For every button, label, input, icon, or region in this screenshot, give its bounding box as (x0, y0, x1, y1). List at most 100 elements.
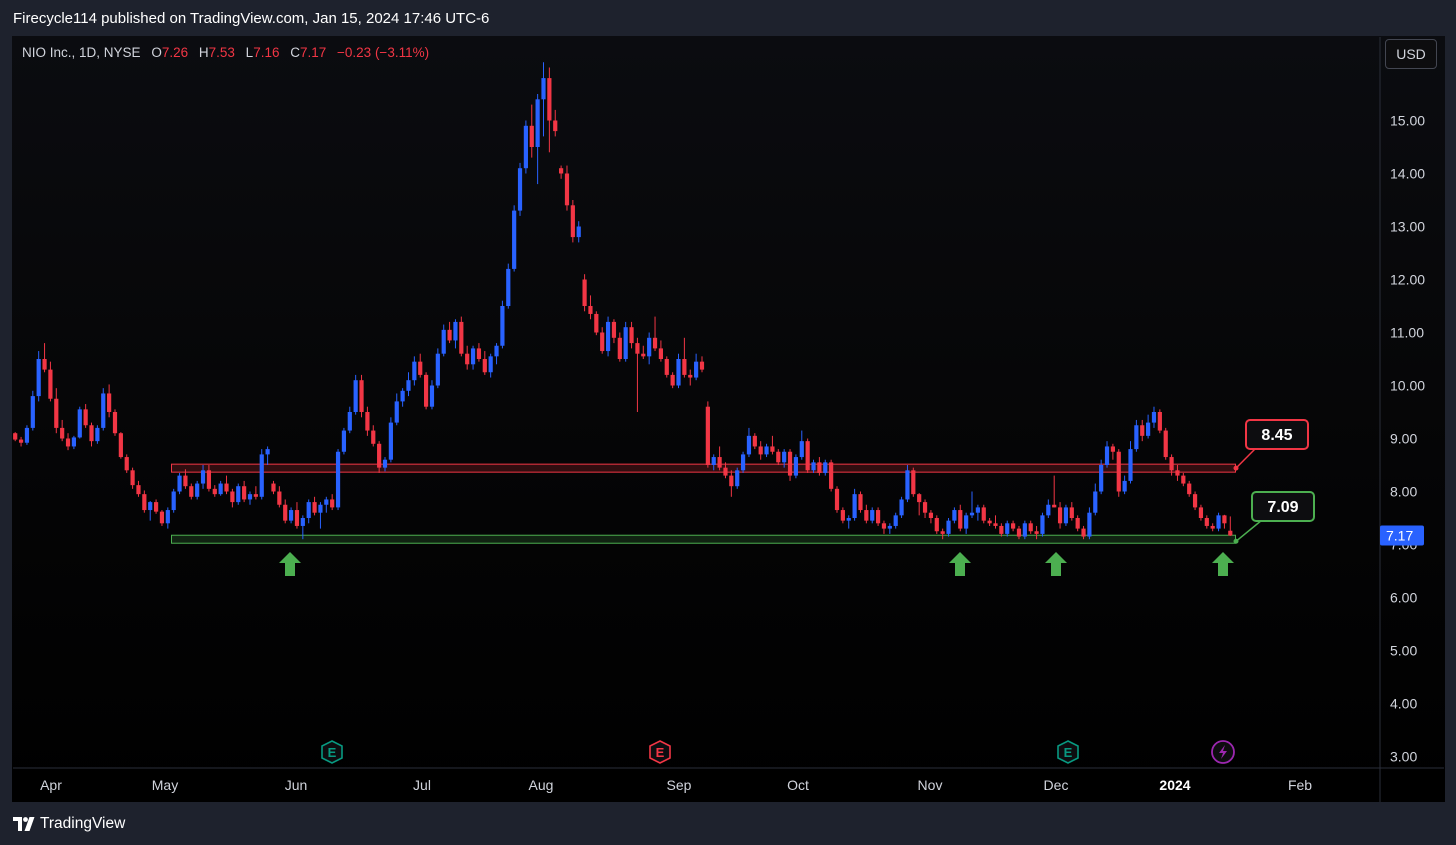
candle-body (1005, 523, 1010, 534)
candle-body (799, 441, 804, 458)
resistance-zone[interactable] (171, 463, 1236, 473)
price-axis-label: 5.00 (1390, 643, 1417, 659)
candle-body (917, 494, 922, 503)
legend-low-label: L (245, 45, 254, 60)
legend-high-label: H (198, 45, 209, 60)
lightning-icon (1219, 745, 1227, 759)
candle-body (1228, 530, 1233, 536)
candle-body (1151, 412, 1157, 423)
time-axis-label: Sep (667, 777, 692, 793)
candle-body (60, 427, 65, 439)
candle-body (588, 306, 593, 314)
candle-body (54, 398, 59, 428)
earnings-marker-icon[interactable] (1057, 740, 1079, 764)
candle-body (1057, 507, 1063, 524)
candle-body (1204, 518, 1209, 526)
candle-body (905, 470, 910, 500)
candle-body (611, 321, 617, 338)
candle-body (230, 491, 235, 503)
candle-body (95, 427, 100, 442)
candle-body (200, 470, 206, 484)
candle-body (1210, 525, 1215, 529)
time-axis-label: Feb (1288, 777, 1312, 793)
green-up-arrow-icon (1045, 552, 1067, 576)
candle-body (887, 525, 892, 529)
candle-body (787, 451, 793, 476)
candle-body (1081, 528, 1086, 537)
candle-body (365, 412, 370, 431)
candle-body (940, 531, 945, 534)
earnings-marker-icon[interactable] (321, 740, 343, 764)
candle-body (124, 457, 129, 471)
candle-body (1016, 528, 1022, 537)
candle-body (740, 454, 746, 471)
candle-body (699, 361, 705, 370)
candle-body (300, 518, 305, 526)
candle-body (717, 457, 722, 468)
candle-body (65, 438, 71, 447)
candle-body (183, 475, 188, 487)
candle-body (1222, 515, 1227, 524)
candle-body (353, 380, 358, 412)
candle-body (212, 488, 217, 495)
candle-body (987, 520, 992, 524)
candle-body (259, 454, 264, 497)
candle-body (494, 345, 499, 357)
candle-body (218, 483, 223, 495)
candle-body (688, 374, 693, 378)
support-label-box[interactable] (1251, 491, 1315, 522)
candle-body (388, 422, 393, 460)
candle-body (764, 446, 769, 455)
currency-button[interactable]: USD (1385, 39, 1437, 69)
candle-body (911, 470, 916, 495)
candle-body (864, 510, 869, 521)
candle-body (969, 512, 975, 516)
resistance-label-text: 8.45 (1261, 427, 1292, 444)
candle-body (805, 441, 810, 471)
earnings-marker-icon[interactable] (649, 740, 671, 764)
publish-bar: Firecycle114 published on TradingView.co… (0, 0, 1456, 37)
candle-body (723, 467, 728, 476)
candle-body (112, 412, 118, 434)
candle-body (758, 446, 763, 455)
candle-body (576, 226, 581, 238)
earnings-marker-label: E (328, 745, 337, 760)
candle-body (1022, 523, 1027, 537)
candle-body (1134, 425, 1139, 450)
candle-body (541, 78, 546, 100)
price-axis-label: 9.00 (1390, 431, 1417, 447)
candle-body (1128, 449, 1133, 481)
candle-body (1192, 494, 1198, 508)
candle-body (424, 374, 429, 407)
candle-body (858, 494, 863, 511)
price-axis-label: 6.00 (1390, 590, 1417, 606)
candle-body (271, 483, 276, 492)
price-axis[interactable]: 3.004.005.006.007.008.009.0010.0011.0012… (1390, 113, 1425, 765)
chart-area[interactable] (12, 36, 1445, 802)
price-axis-label: 13.00 (1390, 219, 1425, 235)
candle-body (312, 502, 317, 513)
candle-body (476, 348, 482, 359)
candle-body (265, 449, 270, 455)
candle-body (1063, 507, 1069, 524)
candle-body (306, 502, 311, 518)
price-axis-label: 15.00 (1390, 113, 1425, 129)
candle-body (705, 406, 710, 465)
candle-body (811, 462, 816, 471)
candle-body (629, 327, 634, 344)
candle-body (148, 502, 153, 511)
candle-body (1169, 457, 1174, 471)
candle-body (711, 457, 716, 465)
candle-body (382, 459, 388, 468)
candle-body (664, 359, 669, 375)
time-axis[interactable]: Apr May Jun Jul Aug Sep Oct Nov Dec 2024 Feb (40, 777, 1312, 793)
candle-body (394, 401, 399, 423)
support-zone[interactable] (171, 534, 1236, 544)
tradingview-logo[interactable]: TradingView (13, 815, 125, 833)
candle-body (746, 435, 752, 455)
candle-body (447, 329, 452, 341)
candle-body (1046, 504, 1051, 516)
resistance-label-box[interactable] (1245, 419, 1309, 450)
candle-body (1122, 480, 1127, 492)
